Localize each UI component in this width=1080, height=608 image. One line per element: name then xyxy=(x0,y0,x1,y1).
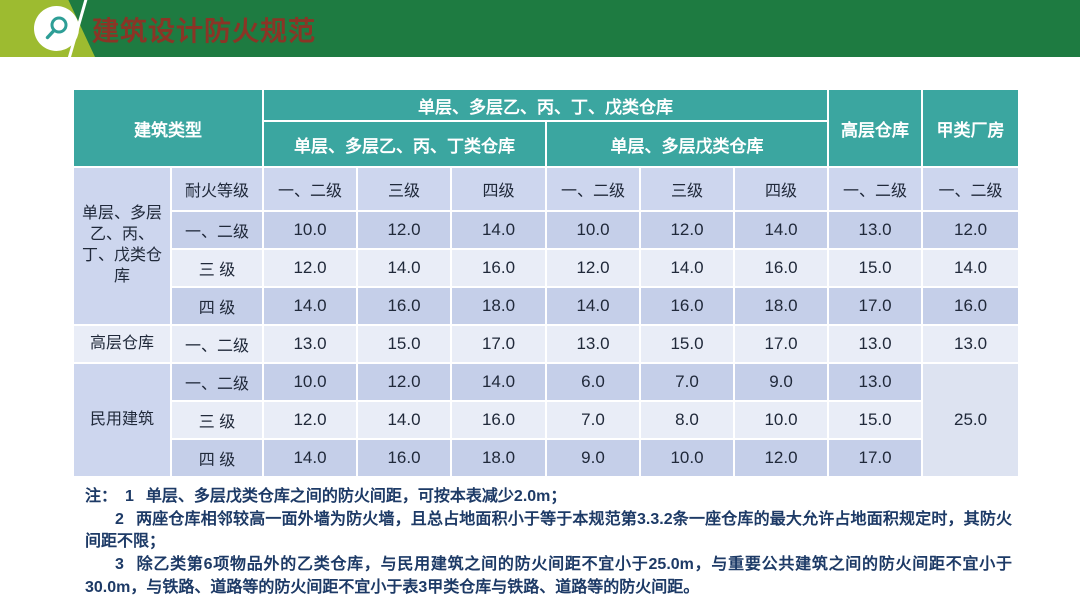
note-item: 注： 1 单层、多层戊类仓库之间的防火间距，可按本表减少2.0m； xyxy=(85,486,1012,509)
value-cell: 13.0 xyxy=(827,324,924,364)
magnifier-icon xyxy=(45,16,68,40)
note-text: 两座仓库相邻较高一面外墙为防火墙，且总占地面积小于等于本规范第3.3.2条一座仓… xyxy=(85,510,1012,551)
value-cell: 18.0 xyxy=(450,438,547,478)
row-group-label-warehouse: 单层、多层乙、丙、丁、戊类仓库 xyxy=(72,166,172,326)
row-grade-label: 一、二级 xyxy=(170,210,264,250)
value-cell: 17.0 xyxy=(827,438,924,478)
value-cell: 14.0 xyxy=(545,286,641,326)
row-group-label-high-rise: 高层仓库 xyxy=(72,324,172,364)
header-sub-group-1: 单层、多层乙、丙、丁类仓库 xyxy=(262,120,547,168)
value-cell: 14.0 xyxy=(639,248,735,288)
grade-cell: 三级 xyxy=(356,166,452,212)
value-cell: 16.0 xyxy=(450,248,547,288)
grade-cell: 三级 xyxy=(639,166,735,212)
value-cell: 18.0 xyxy=(732,286,830,326)
note-prefix: 注： xyxy=(85,488,118,505)
value-cell: 8.0 xyxy=(639,400,735,440)
value-cell: 17.0 xyxy=(450,324,547,364)
value-cell: 16.0 xyxy=(732,248,830,288)
value-cell: 17.0 xyxy=(827,286,924,326)
value-cell: 15.0 xyxy=(827,248,924,288)
value-cell: 18.0 xyxy=(450,286,547,326)
value-cell: 9.0 xyxy=(545,438,641,478)
header-sub-group-2: 单层、多层戊类仓库 xyxy=(544,120,830,168)
value-cell: 6.0 xyxy=(545,362,641,402)
value-cell: 15.0 xyxy=(827,400,924,440)
row-grade-label: 四 级 xyxy=(170,438,264,478)
value-cell: 12.0 xyxy=(639,210,735,250)
value-cell: 10.0 xyxy=(732,400,830,440)
value-cell: 10.0 xyxy=(545,210,641,250)
value-cell: 7.0 xyxy=(639,362,735,402)
value-cell: 13.0 xyxy=(262,324,358,364)
note-item: 3 除乙类第6项物品外的乙类仓库，与民用建筑之间的防火间距不宜小于25.0m，与重… xyxy=(85,554,1012,599)
fire-resistance-grade-label: 耐火等级 xyxy=(170,166,264,212)
value-cell: 17.0 xyxy=(732,324,830,364)
value-cell: 14.0 xyxy=(450,210,547,250)
grade-cell: 四级 xyxy=(732,166,830,212)
row-grade-label: 一、二级 xyxy=(170,324,264,364)
row-group-label-civil: 民用建筑 xyxy=(72,362,172,478)
row-grade-label: 三 级 xyxy=(170,400,264,440)
page-title: 建筑设计防火规范 xyxy=(92,16,316,46)
row-grade-label: 四 级 xyxy=(170,286,264,326)
value-cell: 12.0 xyxy=(262,248,358,288)
value-cell: 16.0 xyxy=(921,286,1021,326)
value-cell: 13.0 xyxy=(921,324,1021,364)
magnifier-badge xyxy=(34,6,79,51)
grade-cell: 一、二级 xyxy=(545,166,641,212)
value-cell: 14.0 xyxy=(450,362,547,402)
row-grade-label: 一、二级 xyxy=(170,362,264,402)
notes: 注： 1 单层、多层戊类仓库之间的防火间距，可按本表减少2.0m； 2 两座仓库相邻较… xyxy=(85,486,1012,600)
fire-distance-table: 建筑类型 单层、多层乙、丙、丁、戊类仓库 高层仓库 甲类厂房 单层、多层乙、丙、… xyxy=(72,88,1021,478)
note-number: 2 xyxy=(115,510,124,528)
value-cell: 14.0 xyxy=(262,438,358,478)
value-cell: 10.0 xyxy=(639,438,735,478)
value-cell: 14.0 xyxy=(732,210,830,250)
value-cell: 13.0 xyxy=(545,324,641,364)
value-cell: 12.0 xyxy=(545,248,641,288)
value-cell: 10.0 xyxy=(262,210,358,250)
note-item: 2 两座仓库相邻较高一面外墙为防火墙，且总占地面积小于等于本规范第3.3.2条一座… xyxy=(85,509,1012,554)
grade-cell: 一、二级 xyxy=(921,166,1021,212)
value-cell: 13.0 xyxy=(827,362,924,402)
value-cell: 16.0 xyxy=(639,286,735,326)
value-cell: 14.0 xyxy=(262,286,358,326)
note-number: 3 xyxy=(115,556,124,574)
value-cell: 12.0 xyxy=(732,438,830,478)
value-cell: 16.0 xyxy=(450,400,547,440)
value-cell: 15.0 xyxy=(639,324,735,364)
note-number: 1 xyxy=(125,488,134,505)
value-cell: 7.0 xyxy=(545,400,641,440)
header-class-a-factory: 甲类厂房 xyxy=(921,88,1021,168)
value-cell: 12.0 xyxy=(262,400,358,440)
title-bar: 建筑设计防火规范 xyxy=(0,0,1080,67)
value-cell: 16.0 xyxy=(356,438,452,478)
header-warehouse-group: 单层、多层乙、丙、丁、戊类仓库 xyxy=(261,88,830,122)
value-cell: 13.0 xyxy=(827,210,924,250)
value-cell: 12.0 xyxy=(356,362,452,402)
value-cell: 12.0 xyxy=(921,210,1021,250)
header-high-rise-warehouse: 高层仓库 xyxy=(827,88,924,168)
header-building-type: 建筑类型 xyxy=(72,88,264,168)
grade-cell: 四级 xyxy=(450,166,547,212)
value-cell: 16.0 xyxy=(356,286,452,326)
row-grade-label: 三 级 xyxy=(170,248,264,288)
note-text: 单层、多层戊类仓库之间的防火间距，可按本表减少2.0m； xyxy=(145,488,567,505)
value-cell: 14.0 xyxy=(356,400,452,440)
value-cell-civil-factory: 25.0 xyxy=(921,362,1021,478)
value-cell: 10.0 xyxy=(262,362,358,402)
grade-cell: 一、二级 xyxy=(262,166,358,212)
note-text: 除乙类第6项物品外的乙类仓库，与民用建筑之间的防火间距不宜小于25.0m，与重要… xyxy=(85,556,1012,596)
value-cell: 14.0 xyxy=(356,248,452,288)
value-cell: 14.0 xyxy=(921,248,1021,288)
grade-cell: 一、二级 xyxy=(827,166,924,212)
value-cell: 12.0 xyxy=(356,210,452,250)
value-cell: 9.0 xyxy=(732,362,830,402)
value-cell: 15.0 xyxy=(356,324,452,364)
